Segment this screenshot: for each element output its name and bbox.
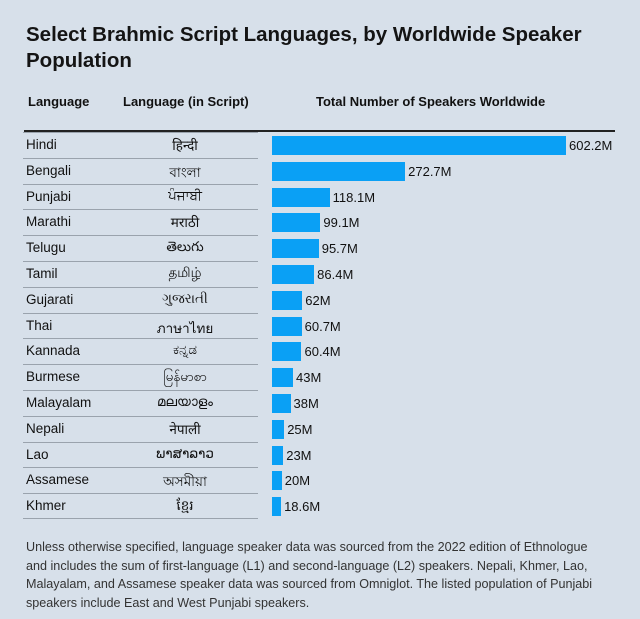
language-script: മലയാളം xyxy=(157,393,213,409)
language-name: Gujarati xyxy=(26,291,74,307)
language-script: नेपाली xyxy=(169,421,201,437)
table-row: Telugu తెలుగు 95.7M xyxy=(0,235,640,261)
data-label: 86.4M xyxy=(317,266,354,282)
language-script: ខ្មែរ xyxy=(176,498,194,514)
data-label: 95.7M xyxy=(321,241,358,257)
row-divider xyxy=(23,415,258,417)
data-label: 62M xyxy=(305,292,331,308)
language-script: অসমীয়া xyxy=(163,474,207,490)
row-divider xyxy=(23,389,258,391)
row-divider xyxy=(23,286,258,288)
bar xyxy=(272,419,285,439)
column-header-language: Language xyxy=(28,94,90,109)
data-label: 60.4M xyxy=(304,344,341,360)
data-label: 272.7M xyxy=(408,163,452,179)
language-script: ພາສາລາວ xyxy=(156,445,214,461)
bar xyxy=(272,342,302,362)
language-script: বাংলা xyxy=(169,164,201,180)
bar xyxy=(272,445,284,465)
row-divider xyxy=(23,338,258,340)
bar xyxy=(272,471,282,491)
bar xyxy=(272,316,302,336)
data-label: 43M xyxy=(295,370,322,386)
language-name: Telugu xyxy=(26,240,66,256)
bar xyxy=(272,239,319,259)
footnote: Unless otherwise specified, language spe… xyxy=(26,540,593,610)
table-row: Hindi हिन्दी 602.2M xyxy=(0,132,640,158)
table-row: Gujarati ગુજરાતી 62M xyxy=(0,286,640,313)
language-script: मराठी xyxy=(170,215,200,231)
data-label: 60.7M xyxy=(304,318,341,334)
language-name: Lao xyxy=(26,446,49,462)
data-label: 25M xyxy=(287,421,313,437)
language-name: Hindi xyxy=(26,137,57,152)
column-header-script: Language (in Script) xyxy=(123,94,249,109)
bar xyxy=(272,290,303,310)
language-name: Nepali xyxy=(26,420,65,436)
data-label: 118.1M xyxy=(332,189,376,205)
language-script: ગુજરાતી xyxy=(162,290,208,306)
row-divider xyxy=(23,493,258,495)
row-divider xyxy=(23,312,258,314)
row-divider xyxy=(23,235,258,237)
row-divider xyxy=(23,157,258,159)
row-divider xyxy=(23,467,258,469)
row-divider xyxy=(23,183,258,185)
language-name: Bengali xyxy=(26,162,72,178)
language-name: Tamil xyxy=(26,265,58,281)
language-script: မြန်မာစာ xyxy=(163,369,207,385)
row-divider xyxy=(23,132,258,133)
language-name: Thai xyxy=(26,317,53,333)
bar xyxy=(272,187,330,207)
language-name: Burmese xyxy=(26,369,81,385)
header-divider xyxy=(24,130,615,132)
language-script: ಕನ್ನಡ xyxy=(172,342,197,358)
table-bottom-divider xyxy=(23,518,258,519)
table-row: Marathi मराठी 99.1M xyxy=(0,209,640,235)
language-name: Kannada xyxy=(26,343,81,359)
language-name: Malayalam xyxy=(26,394,92,410)
data-label: 99.1M xyxy=(323,215,360,231)
table-row: Thai ภาษาไทย 60.7M xyxy=(0,312,640,339)
chart-title: Select Brahmic Script Languages, by Worl… xyxy=(26,23,582,72)
language-script: తెలుగు xyxy=(166,239,204,255)
bar xyxy=(272,161,406,181)
table-row: Khmer ខ្មែរ 18.6M xyxy=(0,493,640,519)
data-label: 20M xyxy=(284,473,311,489)
table-row: Malayalam മലയാളം 38M xyxy=(0,389,640,416)
language-script: தமிழ் xyxy=(168,264,202,280)
table-row: Assamese অসমীয়া 20M xyxy=(0,467,640,493)
table-row: Lao ພາສາລາວ 23M xyxy=(0,441,640,468)
data-label: 18.6M xyxy=(284,499,321,515)
row-divider xyxy=(23,260,258,262)
language-script: ภาษาไทย xyxy=(156,320,214,336)
bar xyxy=(272,393,291,413)
language-name: Punjabi xyxy=(26,188,72,204)
column-header-speakers: Total Number of Speakers Worldwide xyxy=(316,94,546,109)
data-label: 23M xyxy=(286,447,312,463)
language-script: हिन्दी xyxy=(172,138,198,153)
table-row: Punjabi ਪੰਜਾਬੀ 118.1M xyxy=(0,183,640,210)
data-label: 38M xyxy=(293,395,319,411)
table-row: Tamil தமிழ் 86.4M xyxy=(0,260,640,287)
bar xyxy=(272,264,315,284)
table-row: Kannada ಕನ್ನಡ 60.4M xyxy=(0,338,640,364)
row-divider xyxy=(23,209,258,211)
language-name: Khmer xyxy=(26,498,66,514)
row-divider xyxy=(23,364,258,366)
language-script: ਪੰਜਾਬੀ xyxy=(168,187,202,203)
data-label: 602.2M xyxy=(569,138,613,153)
language-name: Assamese xyxy=(26,472,90,488)
table-row: Nepali नेपाली 25M xyxy=(0,415,640,442)
language-name: Marathi xyxy=(26,214,72,230)
row-divider xyxy=(23,441,258,443)
bar xyxy=(272,213,321,233)
bar xyxy=(272,136,566,155)
table-body: Hindi हिन्दी 602.2M Bengali বাংলা 272.7M… xyxy=(0,132,640,519)
table-row: Bengali বাংলা 272.7M xyxy=(0,157,640,184)
bar xyxy=(272,368,293,388)
bar xyxy=(272,497,282,517)
table-row: Burmese မြန်မာစာ 43M xyxy=(0,364,640,390)
